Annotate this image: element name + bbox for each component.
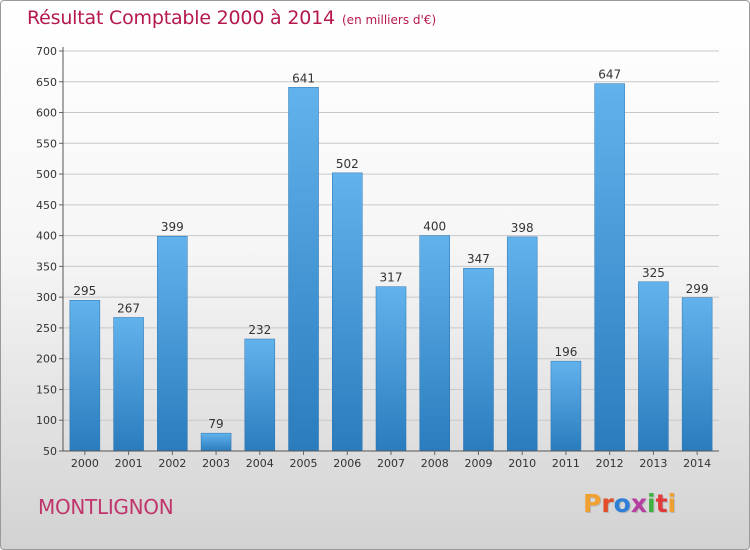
y-tick-label-550: 550 bbox=[36, 137, 57, 150]
value-label-2010: 398 bbox=[511, 221, 534, 235]
y-tick-label-200: 200 bbox=[36, 353, 57, 366]
x-tick-label-2002: 2002 bbox=[158, 457, 186, 470]
x-tick-label-2000: 2000 bbox=[71, 457, 99, 470]
value-label-2003: 79 bbox=[208, 417, 223, 431]
axes: 50 100 150 200 250 300 350 400 450 500 550 600 650 70… bbox=[36, 45, 719, 470]
x-tick-label-2005: 2005 bbox=[290, 457, 318, 470]
bar-2014 bbox=[681, 297, 713, 452]
x-tick-label-2010: 2010 bbox=[508, 457, 536, 470]
bar-2010 bbox=[506, 236, 538, 452]
bar-2009 bbox=[463, 267, 494, 452]
y-tick-label-50: 50 bbox=[43, 445, 57, 458]
value-label-2012: 647 bbox=[598, 68, 621, 82]
value-label-2011: 196 bbox=[554, 345, 577, 359]
x-tick-label-2013: 2013 bbox=[639, 457, 667, 470]
city-name: MONTLIGNON bbox=[38, 495, 174, 519]
chart-subtitle: (en milliers d'€) bbox=[342, 13, 437, 27]
bar-2008 bbox=[419, 235, 450, 452]
y-tick-label-450: 450 bbox=[36, 199, 57, 212]
value-label-2007: 317 bbox=[380, 271, 403, 285]
y-tick-label-650: 650 bbox=[36, 76, 57, 89]
value-label-2004: 232 bbox=[248, 323, 271, 337]
y-tick-label-600: 600 bbox=[36, 107, 57, 120]
x-tick-label-2011: 2011 bbox=[552, 457, 580, 470]
bar-2012 bbox=[594, 83, 625, 452]
value-label-2014: 299 bbox=[686, 282, 709, 296]
y-tick-label-700: 700 bbox=[36, 45, 57, 58]
x-tick-label-2012: 2012 bbox=[596, 457, 624, 470]
y-tick-label-250: 250 bbox=[36, 322, 57, 335]
bar-2013 bbox=[638, 281, 669, 452]
y-tick-label-300: 300 bbox=[36, 291, 57, 304]
logo-letter: r bbox=[601, 489, 614, 518]
value-labels: 295 267 399 79 232 641 502 317 400 347 398 196 647 32… bbox=[73, 68, 708, 432]
y-tick-label-500: 500 bbox=[36, 168, 57, 181]
bar-2007 bbox=[375, 286, 407, 452]
logo-letter: P bbox=[583, 489, 602, 518]
y-tick-label-150: 150 bbox=[36, 383, 57, 396]
value-label-2008: 400 bbox=[423, 220, 446, 234]
bar-2004 bbox=[244, 338, 276, 452]
logo-letter: i bbox=[667, 489, 677, 518]
value-label-2009: 347 bbox=[467, 252, 490, 266]
chart-title: Résultat Comptable 2000 à 2014 bbox=[27, 7, 335, 29]
y-tick-label-400: 400 bbox=[36, 230, 57, 243]
bar-2003 bbox=[200, 432, 232, 452]
x-tick-label-2001: 2001 bbox=[115, 457, 143, 470]
value-label-2001: 267 bbox=[117, 301, 140, 315]
bar-2001 bbox=[113, 317, 144, 452]
bars bbox=[69, 83, 713, 452]
x-tick-label-2003: 2003 bbox=[202, 457, 230, 470]
bar-2005 bbox=[288, 87, 319, 452]
bar-2000 bbox=[69, 299, 101, 452]
bar-2011 bbox=[550, 360, 582, 452]
x-tick-label-2009: 2009 bbox=[464, 457, 492, 470]
y-tick-label-350: 350 bbox=[36, 260, 57, 273]
x-tick-label-2004: 2004 bbox=[246, 457, 274, 470]
logo-letter: t bbox=[655, 489, 668, 518]
x-tick-label-2014: 2014 bbox=[683, 457, 711, 470]
y-tick-label-100: 100 bbox=[36, 414, 57, 427]
value-label-2005: 641 bbox=[292, 71, 315, 85]
bar-2002 bbox=[157, 235, 188, 452]
x-tick-label-2006: 2006 bbox=[333, 457, 361, 470]
logo-letter: x bbox=[630, 489, 647, 518]
x-tick-label-2008: 2008 bbox=[421, 457, 449, 470]
logo-letter: i bbox=[647, 489, 656, 518]
x-tick-label-2007: 2007 bbox=[377, 457, 405, 470]
value-label-2002: 399 bbox=[161, 220, 184, 234]
value-label-2013: 325 bbox=[642, 266, 665, 280]
value-label-2000: 295 bbox=[73, 284, 96, 298]
value-label-2006: 502 bbox=[336, 157, 359, 171]
proxiti-logo[interactable]: Proxiti bbox=[583, 489, 676, 518]
bar-2006 bbox=[332, 172, 363, 452]
logo-letter: o bbox=[613, 489, 631, 518]
